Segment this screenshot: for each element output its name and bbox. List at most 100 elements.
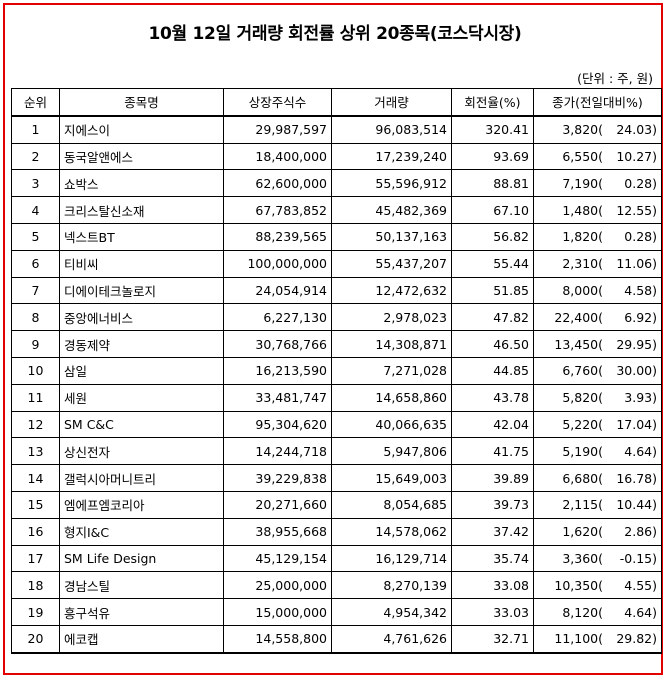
cell-turnover: 51.85 — [451, 276, 534, 305]
change-percent-value: 29.82) — [616, 631, 657, 647]
cell-stock-name: 엠에프엠코리아 — [59, 490, 224, 519]
header-rank: 순위 — [11, 87, 60, 117]
cell-volume: 50,137,163 — [331, 222, 452, 251]
cell-close-price: 13,450(29.95) — [533, 330, 662, 358]
close-price-value: 1,620( — [562, 524, 603, 540]
cell-volume: 14,308,871 — [331, 330, 452, 358]
change-percent-value: 16.78) — [616, 470, 657, 486]
cell-volume: 5,947,806 — [331, 437, 452, 466]
change-percent-value: 17.04) — [616, 416, 657, 432]
table-row: 11 세원 33,481,747 14,658,860 43.78 5,820(3.93) — [11, 383, 662, 412]
close-price-value: 3,820( — [562, 122, 603, 138]
table-row: 3 쇼박스 62,600,000 55,596,912 88.81 7,190(0.28) — [11, 169, 662, 198]
cell-close-price: 7,190(0.28) — [533, 169, 662, 198]
cell-listed-shares: 14,244,718 — [223, 437, 332, 466]
change-percent-value: 24.03) — [616, 122, 657, 138]
table-row: 2 동국알앤에스 18,400,000 17,239,240 93.69 6,550(10… — [11, 142, 662, 171]
cell-volume: 8,054,685 — [331, 490, 452, 519]
cell-listed-shares: 6,227,130 — [223, 303, 332, 332]
cell-listed-shares: 30,768,766 — [223, 330, 332, 358]
cell-stock-name: 삼일 — [59, 356, 224, 385]
table-body: 1 지에스이 29,987,597 96,083,514 320.41 3,820(24.… — [11, 115, 662, 654]
report-frame: 10월 12일 거래량 회전률 상위 20종목(코스닥시장) (단위 : 주, … — [3, 3, 663, 675]
header-shares: 상장주식수 — [223, 87, 332, 117]
cell-rank: 16 — [11, 517, 60, 546]
cell-stock-name: 흥구석유 — [59, 598, 224, 626]
close-price-value: 5,820( — [562, 390, 603, 406]
cell-stock-name: 쇼박스 — [59, 169, 224, 198]
cell-listed-shares: 38,955,668 — [223, 517, 332, 546]
cell-close-price: 11,100( 29.82) — [533, 624, 662, 654]
table-row: 7 디에이테크놀로지 24,054,914 12,472,632 51.85 8,000(… — [11, 276, 662, 305]
cell-close-price: 8,120( 4.64) — [533, 598, 662, 626]
cell-close-price: 22,400(6.92) — [533, 303, 662, 332]
cell-stock-name: SM C&C — [59, 410, 224, 439]
change-percent-value: 4.64) — [624, 604, 657, 620]
cell-rank: 4 — [11, 196, 60, 224]
cell-close-price: 1,480(12.55) — [533, 196, 662, 224]
cell-close-price: 2,310(11.06) — [533, 249, 662, 278]
cell-listed-shares: 25,000,000 — [223, 571, 332, 600]
cell-stock-name: 갤럭시아머니트리 — [59, 464, 224, 492]
cell-stock-name: 에코캡 — [59, 624, 224, 654]
table-row: 4 크리스탈신소재 67,783,852 45,482,369 67.10 1,480(1… — [11, 196, 662, 224]
header-volume: 거래량 — [331, 87, 452, 117]
cell-volume: 7,271,028 — [331, 356, 452, 385]
change-percent-value: 2.86) — [624, 524, 657, 540]
close-price-value: 5,220( — [562, 416, 603, 432]
cell-stock-name: 세원 — [59, 383, 224, 412]
cell-rank: 7 — [11, 276, 60, 305]
cell-rank: 18 — [11, 571, 60, 600]
cell-turnover: 33.03 — [451, 598, 534, 626]
cell-listed-shares: 18,400,000 — [223, 142, 332, 171]
cell-close-price: 5,190(4.64) — [533, 437, 662, 466]
cell-close-price: 5,820(3.93) — [533, 383, 662, 412]
table-row: 14 갤럭시아머니트리 39,229,838 15,649,003 39.89 6,680… — [11, 464, 662, 492]
turnover-table: 순위 종목명 상장주식수 거래량 회전율(%) 종가(전일대비%) 1 지에스이 2… — [11, 87, 662, 654]
cell-stock-name: 넥스트BT — [59, 222, 224, 251]
cell-close-price: 10,350(4.55) — [533, 571, 662, 600]
cell-listed-shares: 88,239,565 — [223, 222, 332, 251]
cell-volume: 16,129,714 — [331, 544, 452, 573]
cell-listed-shares: 24,054,914 — [223, 276, 332, 305]
cell-turnover: 67.10 — [451, 196, 534, 224]
cell-rank: 19 — [11, 598, 60, 626]
cell-turnover: 88.81 — [451, 169, 534, 198]
close-price-value: 2,115( — [562, 497, 603, 513]
close-price-value: 8,000( — [562, 282, 603, 298]
cell-turnover: 37.42 — [451, 517, 534, 546]
close-price-value: 2,310( — [562, 256, 603, 272]
cell-turnover: 33.08 — [451, 571, 534, 600]
cell-listed-shares: 62,600,000 — [223, 169, 332, 198]
cell-rank: 11 — [11, 383, 60, 412]
close-price-value: 6,760( — [562, 363, 603, 379]
close-price-value: 13,450( — [554, 336, 603, 352]
cell-stock-name: 크리스탈신소재 — [59, 196, 224, 224]
change-percent-value: 4.55) — [624, 577, 657, 593]
cell-volume: 14,658,860 — [331, 383, 452, 412]
cell-rank: 13 — [11, 437, 60, 466]
cell-turnover: 41.75 — [451, 437, 534, 466]
close-price-value: 11,100( — [554, 631, 603, 647]
close-price-value: 8,120( — [562, 604, 603, 620]
cell-close-price: 6,550(10.27) — [533, 142, 662, 171]
cell-stock-name: 디에이테크놀로지 — [59, 276, 224, 305]
close-price-value: 22,400( — [554, 309, 603, 325]
close-price-value: 1,480( — [562, 202, 603, 218]
cell-stock-name: 형지I&C — [59, 517, 224, 546]
cell-volume: 17,239,240 — [331, 142, 452, 171]
close-price-value: 3,360( — [562, 550, 603, 566]
table-row: 8 중앙에너비스 6,227,130 2,978,023 47.82 22,400(6.9… — [11, 303, 662, 332]
cell-stock-name: 중앙에너비스 — [59, 303, 224, 332]
table-row: 20 에코캡 14,558,800 4,761,626 32.71 11,100(29.8… — [11, 624, 662, 654]
cell-listed-shares: 15,000,000 — [223, 598, 332, 626]
cell-rank: 12 — [11, 410, 60, 439]
cell-rank: 2 — [11, 142, 60, 171]
cell-volume: 40,066,635 — [331, 410, 452, 439]
page-title: 10월 12일 거래량 회전률 상위 20종목(코스닥시장) — [148, 24, 522, 44]
change-percent-value: 0.28) — [624, 175, 657, 191]
cell-stock-name: 상신전자 — [59, 437, 224, 466]
cell-turnover: 320.41 — [451, 115, 534, 144]
cell-close-price: 3,360(-0.15) — [533, 544, 662, 573]
cell-volume: 8,270,139 — [331, 571, 452, 600]
